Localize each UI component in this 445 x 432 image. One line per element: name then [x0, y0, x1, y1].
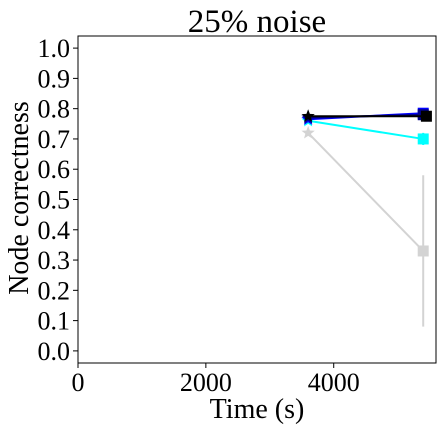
x-tick-label: 0	[72, 368, 85, 397]
x-tick-label: 4000	[308, 368, 360, 397]
y-tick-label: 0.5	[38, 186, 71, 215]
y-tick-label: 0.4	[38, 216, 71, 245]
series-line	[307, 132, 424, 252]
y-tick-label: 0.2	[38, 276, 71, 305]
data-point-square	[417, 245, 429, 257]
data-point-square	[420, 110, 432, 122]
y-tick-label: 0.6	[38, 155, 71, 184]
y-axis-label: Node correctness	[4, 101, 35, 295]
y-tick-label: 0.3	[38, 246, 71, 275]
series-line	[307, 119, 424, 140]
data-point-star	[301, 109, 315, 122]
plot-frame	[77, 35, 437, 364]
x-tick-label: 2000	[180, 368, 232, 397]
series-4	[301, 109, 432, 122]
x-axis: 0 2000 4000	[72, 363, 360, 397]
series-0	[301, 125, 429, 327]
y-tick-label: 1.0	[38, 34, 71, 63]
y-tick-label: 0.9	[38, 64, 71, 93]
plot-area	[301, 107, 432, 327]
data-point-square	[417, 133, 429, 145]
chart-title: 25% noise	[188, 4, 326, 40]
data-point-star	[301, 125, 315, 139]
y-tick-label: 0.1	[38, 307, 71, 336]
y-tick-label: 0.7	[38, 125, 71, 154]
x-axis-label: Time (s)	[210, 394, 305, 425]
y-tick-label: 0.8	[38, 95, 71, 124]
y-axis: 0.00.10.20.30.40.50.60.70.80.91.0	[38, 34, 78, 366]
y-tick-label: 0.0	[38, 337, 71, 366]
